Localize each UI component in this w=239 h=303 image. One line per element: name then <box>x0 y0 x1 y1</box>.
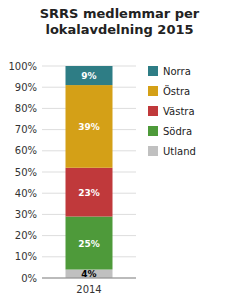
legend-label: Norra <box>163 66 191 77</box>
legend-label: Västra <box>163 106 195 117</box>
grid-line <box>42 278 136 279</box>
data-label: 23% <box>78 188 100 198</box>
legend-swatch <box>148 126 158 136</box>
grid <box>42 66 136 278</box>
bars <box>66 66 113 278</box>
legend-swatch <box>148 66 158 76</box>
legend-swatch <box>148 86 158 96</box>
y-tick-label: 40% <box>15 188 37 199</box>
y-tick-label: 50% <box>15 167 37 178</box>
data-label: 39% <box>78 122 100 132</box>
legend-swatch <box>148 106 158 116</box>
bar-segment <box>66 66 113 85</box>
data-label: 25% <box>78 239 100 249</box>
title: SRRS medlemmar perlokalavdelning 2015 <box>40 6 200 37</box>
x-tick-label: 2014 <box>76 284 101 295</box>
data-label: 9% <box>81 71 96 81</box>
y-tick-label: 30% <box>15 209 37 220</box>
y-tick-label: 0% <box>21 273 37 284</box>
y-tick-label: 90% <box>15 82 37 93</box>
bar-segment <box>66 85 113 168</box>
bar-segment <box>66 168 113 217</box>
y-tick-label: 70% <box>15 124 37 135</box>
y-tick-label: 100% <box>8 61 37 72</box>
y-tick-label: 60% <box>15 145 37 156</box>
data-labels: 4%25%23%39%9% <box>78 71 100 279</box>
legend: Norra Östra Västra Södra Utland <box>148 66 196 157</box>
y-tick-label: 10% <box>15 251 37 262</box>
y-tick-label: 80% <box>15 103 37 114</box>
y-tick-label: 20% <box>15 230 37 241</box>
legend-label: Utland <box>163 146 196 157</box>
x-axis-line <box>42 278 136 279</box>
legend-label: Södra <box>163 126 192 137</box>
legend-swatch <box>148 146 158 156</box>
chart: SRRS medlemmar perlokalavdelning 2015 0% 1… <box>0 0 239 303</box>
bar-segment <box>66 217 113 270</box>
legend-label: Östra <box>163 85 190 97</box>
